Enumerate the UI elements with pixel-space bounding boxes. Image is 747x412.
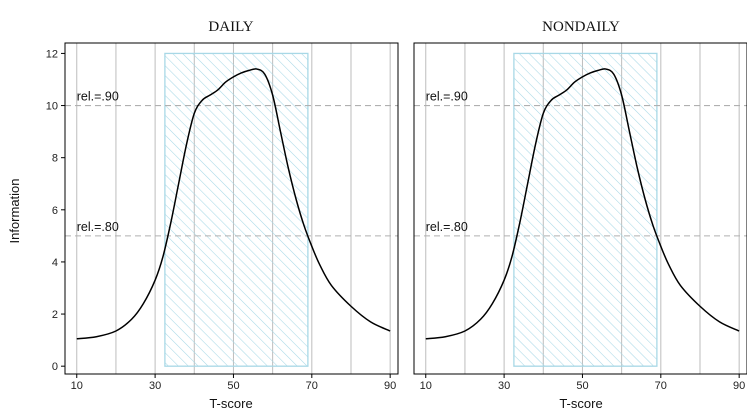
y-tick-label-4: 8 — [52, 153, 58, 165]
panel-daily-information-curve — [76, 68, 391, 340]
y-tick-label-2: 4 — [52, 257, 58, 269]
panel-daily-reference-label-0: rel.=.90 — [77, 90, 119, 104]
panel-daily-x-tick-label-4: 90 — [384, 380, 396, 392]
y-axis-title: Information — [7, 178, 22, 243]
panel-title-daily: DAILY — [208, 19, 253, 35]
panel-nondaily-x-tick-label-2: 50 — [576, 380, 588, 392]
y-tick-label-6: 12 — [46, 48, 58, 60]
panel-nondaily: NONDAILY rel.=.90 rel.=.80 10 30 50 70 90 T-s… — [413, 19, 747, 411]
panel-nondaily-frame — [413, 42, 747, 375]
panel-daily-shaded-region — [164, 52, 309, 367]
panel-nondaily-shaded-region — [513, 52, 658, 367]
panel-daily-x-tick-label-2: 50 — [227, 380, 239, 392]
panel-daily-reference-lines: rel.=.90 rel.=.80 — [65, 90, 398, 237]
panel-nondaily-x-tick-label-1: 30 — [498, 380, 510, 392]
panel-nondaily-x-tick-label-3: 70 — [655, 380, 667, 392]
panel-nondaily-reference-label-0: rel.=.90 — [426, 90, 468, 104]
y-tick-label-5: 10 — [46, 101, 58, 113]
panel-daily-x-tick-label-0: 10 — [71, 380, 83, 392]
y-tick-label-3: 6 — [52, 205, 58, 217]
panel-nondaily-reference-lines: rel.=.90 rel.=.80 — [414, 90, 747, 237]
panel-daily: DAILY rel.=.90 rel.=.80 10 30 50 70 90 0 2 4 6 8 1… — [46, 19, 399, 411]
y-tick-label-1: 2 — [52, 309, 58, 321]
panel-daily-x-tick-label-1: 30 — [149, 380, 161, 392]
panel-daily-y-ticks: 0 2 4 6 8 10 12 — [46, 48, 65, 373]
panel-nondaily-x-ticks: 10 30 50 70 90 — [420, 374, 745, 392]
y-tick-label-0: 0 — [52, 361, 58, 373]
panel-daily-reference-label-1: rel.=.80 — [77, 220, 119, 234]
panel-daily-x-axis-title: T-score — [209, 396, 252, 411]
panel-nondaily-x-axis-title: T-score — [559, 396, 602, 411]
panel-title-nondaily: NONDAILY — [542, 19, 620, 35]
panel-nondaily-information-curve — [425, 68, 740, 340]
panel-daily-x-tick-label-3: 70 — [306, 380, 318, 392]
panel-daily-x-ticks: 10 30 50 70 90 — [71, 374, 396, 392]
panel-daily-frame — [64, 42, 399, 375]
panel-nondaily-x-tick-label-0: 10 — [420, 380, 432, 392]
panel-nondaily-x-tick-label-4: 90 — [733, 380, 745, 392]
panel-nondaily-reference-label-1: rel.=.80 — [426, 220, 468, 234]
